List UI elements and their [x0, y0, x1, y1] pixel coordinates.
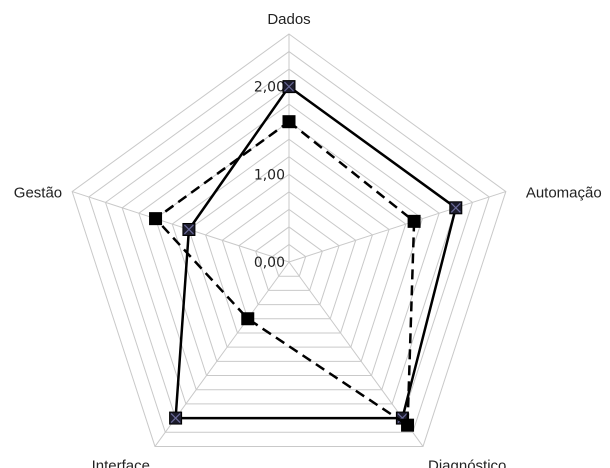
grid-ring [255, 226, 323, 291]
axis-label-1: Automação [526, 185, 602, 202]
axis-spoke [288, 191, 506, 263]
data-point-cross [183, 224, 194, 235]
axis-label-2: Diagnóstico [428, 457, 506, 468]
data-point-cross [170, 413, 181, 424]
grid-ring [71, 33, 507, 447]
data-point-cross [450, 202, 461, 213]
data-point-marker [407, 214, 421, 228]
series-layer [149, 80, 463, 432]
grid-ring [271, 243, 307, 277]
data-point-cross [284, 81, 294, 92]
axis-label-0: Dados [267, 11, 310, 28]
grid-ring [88, 50, 490, 433]
axis-label-3: Interface [92, 457, 150, 468]
axis-label-4: Gestão [14, 185, 62, 202]
tick-label: 0,00 [254, 255, 285, 271]
data-point-marker [149, 212, 163, 226]
grid-ring [171, 138, 407, 362]
radar-axes [72, 34, 506, 447]
grid-ring [205, 173, 373, 334]
grid-ring [238, 208, 340, 306]
grid-ring [138, 103, 440, 391]
series-line-2 [153, 120, 416, 428]
axis-labels: Dados Automação Diagnóstico Interface Gestão [14, 11, 602, 468]
data-point-marker [241, 312, 255, 326]
tick-label: 1,00 [254, 167, 285, 183]
tick-label: 2,00 [254, 80, 285, 96]
radial-tick-labels: 0,00 1,00 2,00 [254, 80, 285, 271]
data-point-marker [401, 418, 415, 432]
data-point-marker [282, 115, 296, 129]
grid-ring [154, 121, 424, 377]
axis-spoke [72, 191, 290, 263]
series-line-1 [174, 84, 458, 420]
grid-ring [221, 191, 357, 320]
